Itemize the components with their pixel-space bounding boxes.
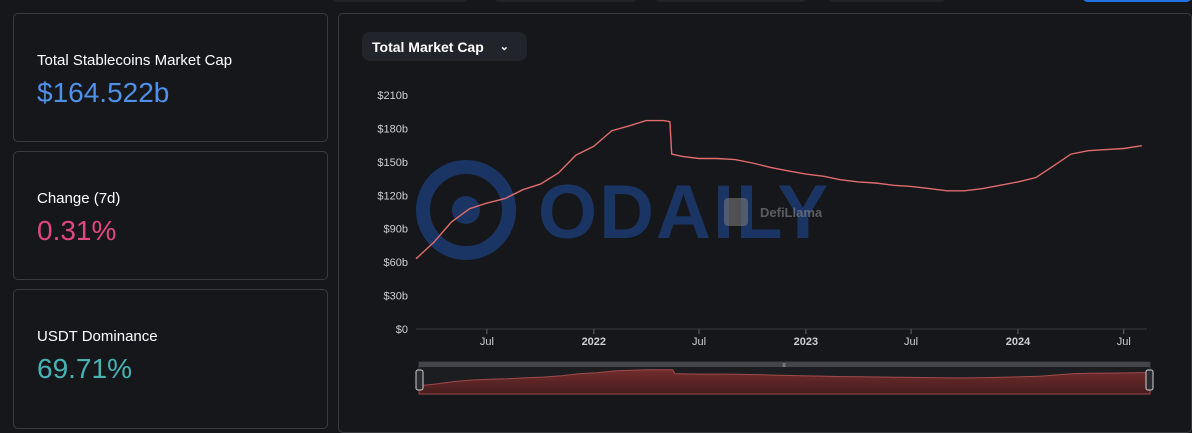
x-tick-label: 2023	[794, 336, 818, 348]
defillama-wordmark: DefiLlama	[760, 205, 823, 220]
market-cap-chart: ODAILY DefiLlama $0$30b$60b$90b$120b$150…	[0, 0, 1192, 417]
x-tick-label: Jul	[1117, 336, 1131, 348]
brush-handle-right[interactable]	[1146, 370, 1153, 390]
y-tick-label: $0	[396, 324, 408, 336]
y-tick-label: $180b	[377, 123, 408, 135]
brush-grip-icon[interactable]: ≡	[782, 363, 786, 369]
x-tick-label: Jul	[904, 336, 918, 348]
y-tick-label: $120b	[377, 190, 408, 202]
x-tick-label: Jul	[480, 336, 494, 348]
x-tick-label: 2024	[1006, 336, 1031, 348]
x-tick-label: 2022	[582, 336, 606, 348]
y-tick-label: $210b	[377, 90, 408, 102]
y-axis: $0 $30b $60b $90b $120b $150b $180b $210b	[377, 90, 408, 336]
brush-handle-left[interactable]	[416, 370, 423, 390]
y-tick-label: $60b	[384, 257, 408, 269]
range-brush[interactable]: ≡	[416, 362, 1153, 394]
y-tick-label: $90b	[384, 224, 408, 236]
odaily-logo-dot	[452, 196, 480, 224]
llama-icon	[724, 198, 748, 226]
y-tick-label: $30b	[384, 291, 408, 303]
x-tick-label: Jul	[692, 336, 706, 348]
y-tick-label: $150b	[377, 157, 408, 169]
x-axis: Jul 2022 Jul 2023 Jul 2024 Jul	[480, 329, 1131, 348]
